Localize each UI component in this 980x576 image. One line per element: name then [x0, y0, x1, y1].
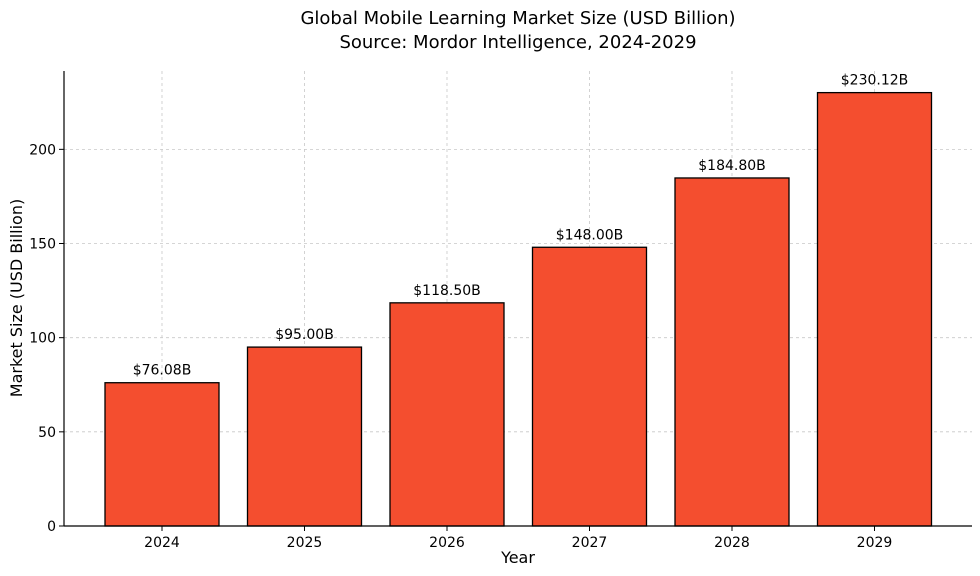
data-label-2028: $184.80B: [698, 158, 766, 174]
axes: 0 50 100 150 200 2024 2025 2026 2027 2028 2029: [29, 71, 972, 551]
chart-title: Global Mobile Learning Market Size (USD …: [300, 8, 735, 29]
bars: [104, 91, 933, 527]
data-label-2024: $76.08B: [133, 363, 192, 379]
x-tick-label: 2025: [287, 535, 323, 551]
y-tick-label: 50: [38, 425, 56, 441]
x-tick-label: 2028: [714, 535, 750, 551]
y-axis-label: Market Size (USD Billion): [7, 199, 26, 397]
data-labels: $76.08B $95.00B $118.50B $148.00B $184.80B $2…: [133, 73, 909, 379]
chart-subtitle: Source: Mordor Intelligence, 2024-2029: [339, 32, 696, 53]
y-tick-label: 100: [29, 331, 56, 347]
data-label-2025: $95.00B: [275, 327, 334, 343]
data-label-2027: $148.00B: [556, 227, 624, 243]
bar-2024: [104, 382, 220, 527]
y-tick-label: 200: [29, 142, 56, 158]
x-tick-label: 2029: [857, 535, 893, 551]
bar-2026: [389, 302, 505, 527]
x-tick-label: 2027: [572, 535, 608, 551]
y-tick-label: 0: [47, 519, 56, 535]
data-label-2026: $118.50B: [413, 283, 481, 299]
x-axis-label: Year: [500, 548, 535, 567]
x-tick-label: 2026: [429, 535, 465, 551]
x-tick-label: 2024: [144, 535, 180, 551]
bar-2025: [246, 346, 363, 527]
y-tick-label: 150: [29, 237, 56, 253]
data-label-2029: $230.12B: [841, 73, 909, 89]
bar-2028: [674, 177, 790, 527]
bar-2027: [531, 246, 648, 527]
bar-2029: [816, 91, 933, 527]
